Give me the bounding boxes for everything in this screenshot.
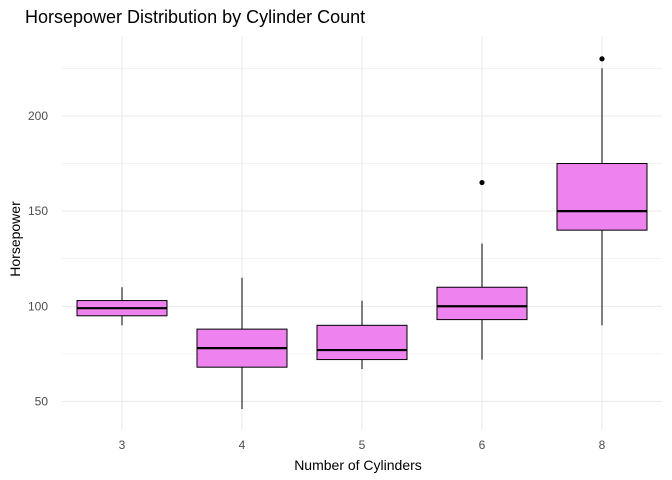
- x-tick-label: 6: [479, 438, 486, 452]
- boxes: [76, 56, 648, 410]
- x-axis-title: Number of Cylinders: [294, 457, 422, 473]
- box-6: [436, 286, 528, 321]
- outlier-point: [479, 179, 485, 186]
- x-tick-label: 3: [119, 438, 126, 452]
- y-axis-title: Horsepower: [7, 201, 23, 277]
- box-8: [556, 163, 648, 231]
- y-tick-label: 150: [28, 204, 48, 218]
- tick-labels: 50 100 150 200 3 4 5 6 8: [28, 109, 606, 452]
- grid: [62, 36, 662, 430]
- chart-title: Horsepower Distribution by Cylinder Coun…: [25, 7, 365, 27]
- x-tick-label: 5: [359, 438, 366, 452]
- x-tick-label: 4: [239, 438, 246, 452]
- y-tick-label: 200: [28, 109, 48, 123]
- x-tick-label: 8: [599, 438, 606, 452]
- y-tick-label: 50: [35, 394, 49, 408]
- outlier-point: [599, 56, 605, 62]
- box-5: [316, 324, 408, 361]
- y-tick-label: 100: [28, 299, 48, 313]
